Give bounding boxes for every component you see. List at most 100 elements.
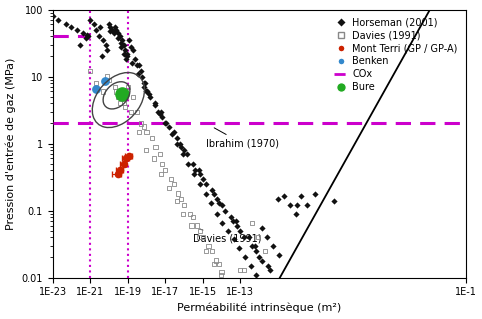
Point [90,22,97,27]
Point [125,38,133,43]
Point [130,94,137,99]
Point [123,51,131,56]
Point [120,101,127,106]
Point [165,185,173,190]
Point [111,28,119,33]
Point [179,211,187,216]
Point [218,203,226,208]
Point [232,219,240,224]
Point [186,211,194,216]
Point [245,282,253,287]
Point [150,156,158,161]
Point [195,235,202,240]
Point [165,124,173,129]
Point [134,71,142,76]
Point [303,203,311,208]
Point [218,270,226,275]
Point [154,109,161,114]
Point [138,74,146,79]
Point [135,62,143,67]
Point [261,249,268,254]
Point [137,69,145,74]
Point [240,267,247,272]
Point [95,34,103,39]
Point [103,74,111,79]
Point [189,215,197,220]
Point [234,223,241,228]
Point [251,243,259,248]
Point [108,27,116,32]
Point [179,152,187,157]
Point [236,245,243,250]
Point [215,200,223,205]
Point [173,198,180,204]
Point [114,94,122,99]
Point [177,144,185,149]
Point [103,47,111,52]
Point [113,89,120,94]
Point [140,124,147,129]
Point [196,172,204,177]
Point [92,27,100,32]
Point [275,252,282,257]
Point [157,111,164,116]
Point [180,203,188,208]
Point [207,200,215,205]
Point [161,168,169,173]
Point [230,236,238,241]
Point [286,203,294,208]
Point [143,89,150,94]
Point [120,42,127,47]
Point [121,47,129,52]
Point [193,223,201,228]
Point [79,30,87,35]
Point [111,85,119,90]
Point [146,94,154,99]
Point [254,235,262,240]
Point [269,243,277,248]
Point [185,161,192,166]
Point [77,42,84,47]
Point [225,286,233,291]
Point [127,44,135,49]
Point [227,282,234,287]
Point [201,191,209,196]
Point [210,191,218,196]
Point [117,34,124,39]
Point [221,208,229,213]
Point [115,35,122,40]
Point [118,38,126,43]
Point [152,144,160,149]
Point [195,168,202,173]
Point [146,92,153,97]
Point [217,272,225,278]
Point [174,141,181,146]
Point [202,249,210,254]
Point [123,54,131,59]
Point [214,196,221,201]
Point [258,258,266,263]
Point [140,80,147,85]
Point [118,92,126,97]
Text: Ibrahim (1970): Ibrahim (1970) [206,128,279,149]
Point [215,262,223,267]
Point [98,54,106,59]
Point [274,196,281,201]
Point [190,172,198,177]
Point [234,295,241,300]
Point [110,30,118,35]
Point [159,115,166,120]
Point [237,228,244,234]
Point [101,79,109,84]
Point [227,215,234,220]
Point [191,168,199,173]
Point [281,194,288,199]
Point [205,243,213,248]
Point [92,80,100,85]
Point [264,263,272,268]
Point [180,148,188,153]
Point [264,235,271,240]
Point [157,109,165,114]
Point [255,255,263,260]
Point [111,25,119,30]
